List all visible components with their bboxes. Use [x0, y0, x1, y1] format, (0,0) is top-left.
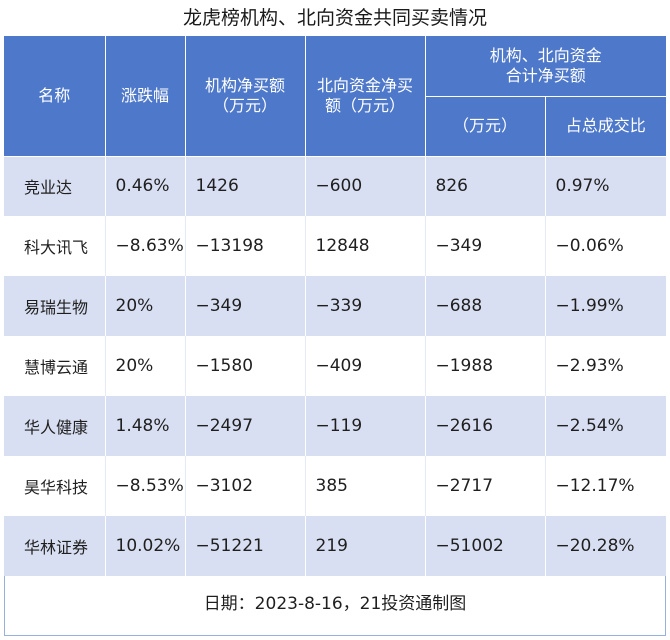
header-name: 名称: [4, 36, 106, 157]
header-change: 涨跌幅: [105, 36, 186, 157]
table-row: 昊华科技 −8.53% −3102 385 −2717 −12.17%: [4, 456, 667, 516]
header-group: 机构、北向资金 合计净买额: [425, 36, 667, 97]
table-row: 竞业达 0.46% 1426 −600 826 0.97%: [4, 156, 667, 216]
table-row: 科大讯飞 −8.63% −13198 12848 −349 −0.06%: [4, 216, 667, 276]
table-row: 华林证券 10.02% −51221 219 −51002 −20.28%: [4, 516, 667, 576]
cell-name: 竞业达: [4, 156, 106, 216]
cell-north-net: 12848: [305, 216, 426, 276]
cell-name: 昊华科技: [4, 456, 106, 516]
header-north-net-line1: 北向资金净买: [316, 75, 413, 95]
cell-change: 10.02%: [105, 516, 186, 576]
cell-name: 华林证券: [4, 516, 106, 576]
table-row: 易瑞生物 20% −349 −339 −688 −1.99%: [4, 276, 667, 336]
cell-inst-net: −51221: [185, 516, 306, 576]
table-body: 竞业达 0.46% 1426 −600 826 0.97% 科大讯飞 −8.63% −13198…: [4, 156, 667, 576]
cell-name: 慧博云通: [4, 336, 106, 396]
cell-ratio: −12.17%: [545, 456, 667, 516]
cell-combined: −1988: [425, 336, 546, 396]
header-combined: （万元）: [425, 96, 546, 157]
header-inst-net: 机构净买额 （万元）: [185, 36, 306, 157]
cell-change: 0.46%: [105, 156, 186, 216]
cell-north-net: −600: [305, 156, 426, 216]
cell-north-net: −409: [305, 336, 426, 396]
cell-inst-net: −13198: [185, 216, 306, 276]
cell-name: 华人健康: [4, 396, 106, 456]
header-inst-net-line1: 机构净买额: [204, 75, 285, 95]
cell-ratio: −2.93%: [545, 336, 667, 396]
cell-change: −8.63%: [105, 216, 186, 276]
cell-inst-net: −349: [185, 276, 306, 336]
cell-inst-net: −3102: [185, 456, 306, 516]
cell-ratio: −1.99%: [545, 276, 667, 336]
cell-combined: −51002: [425, 516, 546, 576]
cell-change: 20%: [105, 336, 186, 396]
table-title: 龙虎榜机构、北向资金共同买卖情况: [182, 7, 487, 29]
cell-north-net: 385: [305, 456, 426, 516]
cell-inst-net: −1580: [185, 336, 306, 396]
cell-combined: 826: [425, 156, 546, 216]
cell-north-net: −339: [305, 276, 426, 336]
cell-change: 20%: [105, 276, 186, 336]
cell-ratio: −20.28%: [545, 516, 667, 576]
cell-north-net: −119: [305, 396, 426, 456]
cell-name: 科大讯飞: [4, 216, 106, 276]
cell-combined: −2616: [425, 396, 546, 456]
data-table: 名称 涨跌幅 机构净买额 （万元） 北向资金净买 额（万元） 机构、北向资金 合…: [4, 36, 667, 576]
cell-north-net: 219: [305, 516, 426, 576]
cell-combined: −2717: [425, 456, 546, 516]
cell-change: −8.53%: [105, 456, 186, 516]
cell-change: 1.48%: [105, 396, 186, 456]
table-row: 慧博云通 20% −1580 −409 −1988 −2.93%: [4, 336, 667, 396]
header-ratio: 占总成交比: [545, 96, 667, 157]
cell-inst-net: 1426: [185, 156, 306, 216]
cell-combined: −349: [425, 216, 546, 276]
header-inst-net-line2: （万元）: [212, 95, 277, 115]
cell-ratio: −0.06%: [545, 216, 667, 276]
header-north-net: 北向资金净买 额（万元）: [305, 36, 426, 157]
footer-note: 日期：2023-8-16，21投资通制图: [203, 594, 467, 614]
header-group-line2: 合计净买额: [505, 65, 586, 85]
cell-combined: −688: [425, 276, 546, 336]
cell-ratio: 0.97%: [545, 156, 667, 216]
table-row: 华人健康 1.48% −2497 −119 −2616 −2.54%: [4, 396, 667, 456]
header-north-net-line2: 额（万元）: [324, 95, 405, 115]
cell-name: 易瑞生物: [4, 276, 106, 336]
header-group-line1: 机构、北向资金: [489, 45, 602, 65]
cell-ratio: −2.54%: [545, 396, 667, 456]
cell-inst-net: −2497: [185, 396, 306, 456]
